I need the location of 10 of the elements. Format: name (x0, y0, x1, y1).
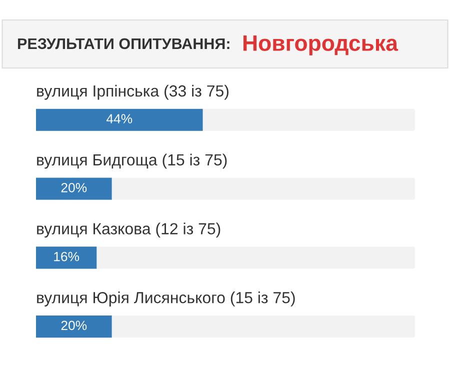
data-label: 20% (61, 182, 87, 192)
chart-subtitle: Новгородська (243, 35, 398, 56)
data-label: 44% (106, 114, 132, 124)
chart-title: РЕЗУЛЬТАТИ ОПИТУВАННЯ: (18, 38, 230, 50)
y-tick-label: вулиця Казкова (12 із 75) (37, 222, 220, 238)
data-label: 16% (54, 252, 80, 262)
data-label: 20% (61, 320, 87, 330)
y-tick-label: вулиця Бидгоща (15 із 75) (37, 154, 227, 169)
y-tick-label: вулиця Ірпінська (33 із 75) (37, 84, 228, 100)
y-tick-label: вулиця Юрія Лисянського (15 із 75) (37, 292, 295, 306)
